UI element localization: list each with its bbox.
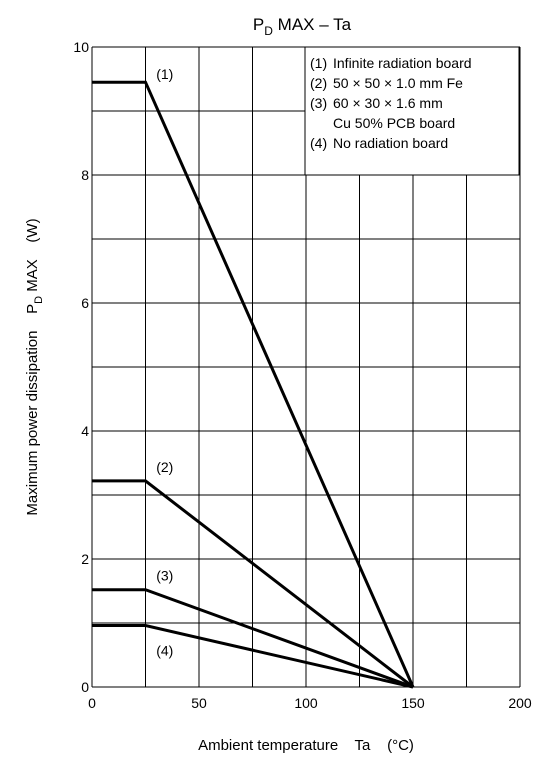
x-tick-label: 150 <box>401 695 425 711</box>
legend-item-number: (2) <box>310 75 327 91</box>
legend-item-text: 60 × 30 × 1.6 mm <box>333 95 443 111</box>
x-tick-labels: 0 50 100 150 200 <box>88 695 532 711</box>
legend: (1) Infinite radiation board (2) 50 × 50 × … <box>304 46 520 176</box>
y-tick-label: 4 <box>81 423 89 439</box>
series-lines <box>92 80 415 689</box>
series-label-2: (2) <box>156 459 173 475</box>
y-tick-label: 8 <box>81 167 89 183</box>
chart-title-subscript: D <box>264 24 273 38</box>
series-label-4: (4) <box>156 643 173 659</box>
legend-item-number: (1) <box>310 55 327 71</box>
series-label-1: (1) <box>156 66 173 82</box>
legend-item-text: Cu 50% PCB board <box>333 115 455 131</box>
legend-item-text: Infinite radiation board <box>333 55 472 71</box>
legend-item-text: No radiation board <box>333 135 448 151</box>
series-line-3 <box>92 588 414 689</box>
series-line-2 <box>92 479 414 689</box>
legend-item-number: (3) <box>310 95 327 111</box>
x-tick-label: 200 <box>508 695 532 711</box>
y-tick-label: 0 <box>81 679 89 695</box>
series-line-1 <box>92 80 415 688</box>
legend-item-number: (4) <box>310 135 327 151</box>
legend-items: (1) Infinite radiation board (2) 50 × 50 × … <box>310 55 472 151</box>
y-tick-labels: 0 2 4 6 8 10 <box>73 39 89 695</box>
y-tick-label: 10 <box>73 39 89 55</box>
legend-box <box>304 46 520 176</box>
x-axis-label: Ambient temperature Ta (°C) <box>198 737 414 754</box>
legend-item-text: 50 × 50 × 1.0 mm Fe <box>333 75 463 91</box>
chart-title: PD MAX – Ta <box>253 15 352 38</box>
chart-title-main: P <box>253 15 264 34</box>
x-tick-label: 0 <box>88 695 96 711</box>
y-axis-label-subscript: D <box>33 296 45 304</box>
x-tick-label: 100 <box>294 695 318 711</box>
series-label-3: (3) <box>156 568 173 584</box>
series-line-4 <box>92 624 414 689</box>
chart-title-rest: MAX – Ta <box>273 15 352 34</box>
y-tick-label: 2 <box>81 551 89 567</box>
x-tick-label: 50 <box>191 695 207 711</box>
series-labels: (1) (2) (3) (4) <box>156 66 173 658</box>
y-axis-label-post: MAX (W) <box>24 218 41 296</box>
y-axis-label: Maximum power dissipation PD MAX (W) <box>24 218 45 515</box>
y-tick-label: 6 <box>81 295 89 311</box>
y-axis-label-pre: Maximum power dissipation P <box>24 304 41 516</box>
